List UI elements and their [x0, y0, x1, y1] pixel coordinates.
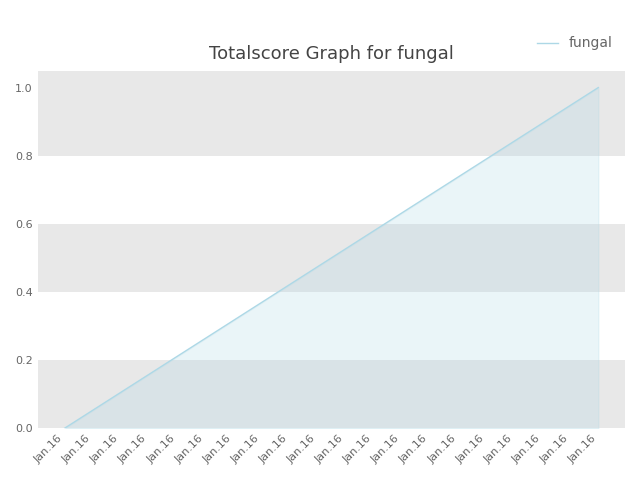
fungal [257, 300, 265, 306]
fungal [285, 282, 293, 288]
fungal [60, 426, 68, 432]
Title: Totalscore Graph for fungal: Totalscore Graph for fungal [209, 46, 454, 63]
fungal [116, 390, 124, 396]
fungal [370, 228, 378, 234]
Line: fungal: fungal [64, 87, 598, 429]
Bar [38, 360, 625, 429]
fungal [88, 408, 96, 413]
fungal [229, 318, 237, 324]
fungal [482, 156, 490, 162]
fungal [314, 264, 321, 270]
fungal [145, 372, 152, 377]
fungal [454, 174, 461, 180]
Bar [38, 224, 625, 292]
Legend: fungal: fungal [531, 31, 618, 56]
fungal [566, 103, 574, 108]
fungal [538, 120, 546, 126]
fungal [510, 139, 518, 144]
fungal [201, 336, 209, 342]
fungal [595, 84, 602, 90]
fungal [342, 246, 349, 252]
fungal [173, 354, 180, 360]
fungal [397, 210, 405, 216]
fungal [426, 192, 433, 198]
Bar [38, 71, 625, 156]
